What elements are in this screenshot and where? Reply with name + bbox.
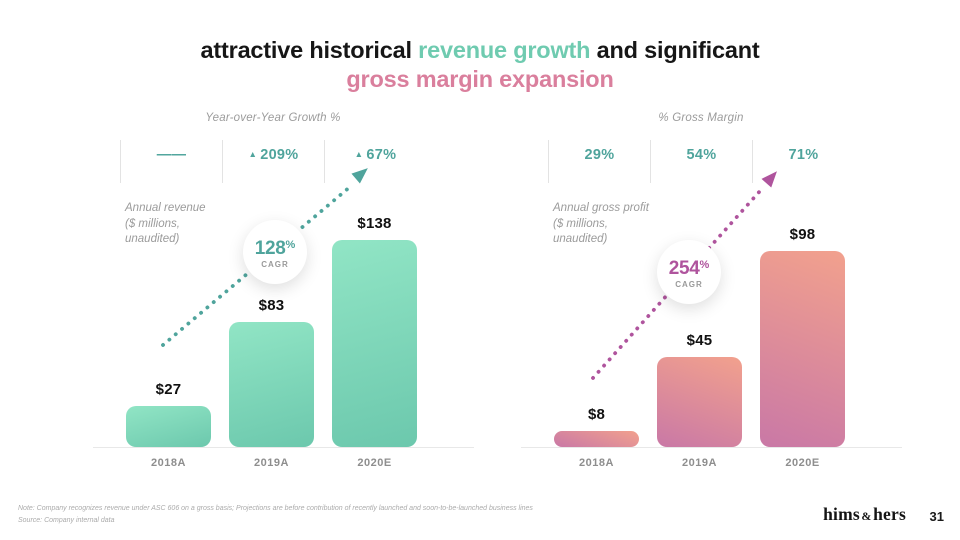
title-segment-teal: revenue growth — [418, 37, 591, 63]
bar-2020e — [332, 240, 417, 447]
bar-2019a — [657, 357, 742, 447]
up-triangle-icon: ▲ — [248, 148, 258, 159]
plot-area: $27 $83 $138 — [95, 207, 470, 447]
growth-value: 54% — [650, 140, 752, 183]
cagr-value: 128 — [254, 237, 286, 259]
bar-value-label: $8 — [587, 406, 606, 423]
slide-title-line1: attractive historical revenue growth and… — [0, 36, 960, 65]
growth-value: ▲ 67% — [324, 140, 426, 183]
hims-and-hers-logo: hims &hers — [823, 504, 906, 525]
title-segment-pink: gross margin expansion — [346, 66, 614, 92]
x-axis-label: 2018A — [151, 457, 186, 469]
up-triangle-icon: ▲ — [354, 148, 364, 159]
growth-value: —— — [120, 140, 222, 183]
x-axis-labels: 2018A 2019A 2020E — [95, 457, 470, 473]
x-axis-labels: 2018A 2019A 2020E — [523, 457, 898, 473]
x-axis-label: 2018A — [579, 457, 614, 469]
bar-value-label: $45 — [686, 332, 713, 349]
cagr-percent-sign: % — [699, 258, 710, 271]
logo-hims: hims — [823, 504, 860, 524]
growth-header-row: 29% 54% 71% — [548, 140, 854, 183]
cagr-label: CAGR — [675, 279, 703, 289]
x-axis-label: 2019A — [682, 457, 717, 469]
bar-value-label: $138 — [357, 215, 392, 232]
footnote: Note: Company recognizes revenue under A… — [18, 503, 533, 527]
growth-value: 71% — [752, 140, 854, 183]
cagr-badge: 128% CAGR — [243, 220, 307, 284]
x-axis-label: 2020E — [785, 457, 820, 469]
logo-hers: hers — [873, 504, 906, 524]
cagr-value: 254 — [668, 257, 700, 279]
growth-header-row: —— ▲ 209% ▲ 67% — [120, 140, 426, 183]
bar-value-label: $27 — [155, 381, 182, 398]
plot-area: $8 $45 $98 — [523, 207, 898, 447]
growth-value: ▲ 209% — [222, 140, 324, 183]
logo-ampersand: & — [861, 509, 872, 523]
cagr-badge: 254% CAGR — [657, 240, 721, 304]
x-axis-line — [93, 447, 474, 448]
footnote-source: Source: Company internal data — [18, 517, 115, 524]
chart-title: % Gross Margin — [658, 112, 744, 124]
x-axis-label: 2019A — [254, 457, 289, 469]
footnote-note: Note: Company recognizes revenue under A… — [18, 505, 533, 512]
growth-value: 29% — [548, 140, 650, 183]
slide-title-line2: gross margin expansion — [0, 65, 960, 94]
slide-title: attractive historical revenue growth and… — [0, 36, 960, 94]
bar-2019a — [229, 322, 314, 447]
x-axis-line — [521, 447, 902, 448]
bar-2018a — [554, 431, 639, 447]
cagr-percent-sign: % — [285, 238, 296, 251]
revenue-chart: Year-over-Year Growth % —— ▲ 209% ▲ 67% Annu… — [93, 108, 474, 480]
gross-profit-chart: % Gross Margin 29% 54% 71% Annual gross pr… — [521, 108, 902, 480]
chart-title: Year-over-Year Growth % — [205, 112, 341, 124]
bar-value-label: $98 — [789, 226, 816, 243]
bar-2018a — [126, 406, 211, 447]
page-number: 31 — [929, 509, 944, 524]
title-segment-dark: attractive historical — [200, 37, 419, 63]
bar-2020e — [760, 251, 845, 447]
x-axis-label: 2020E — [357, 457, 392, 469]
cagr-label: CAGR — [261, 259, 289, 269]
bar-value-label: $83 — [258, 297, 285, 314]
title-segment-dark: and significant — [590, 37, 760, 63]
